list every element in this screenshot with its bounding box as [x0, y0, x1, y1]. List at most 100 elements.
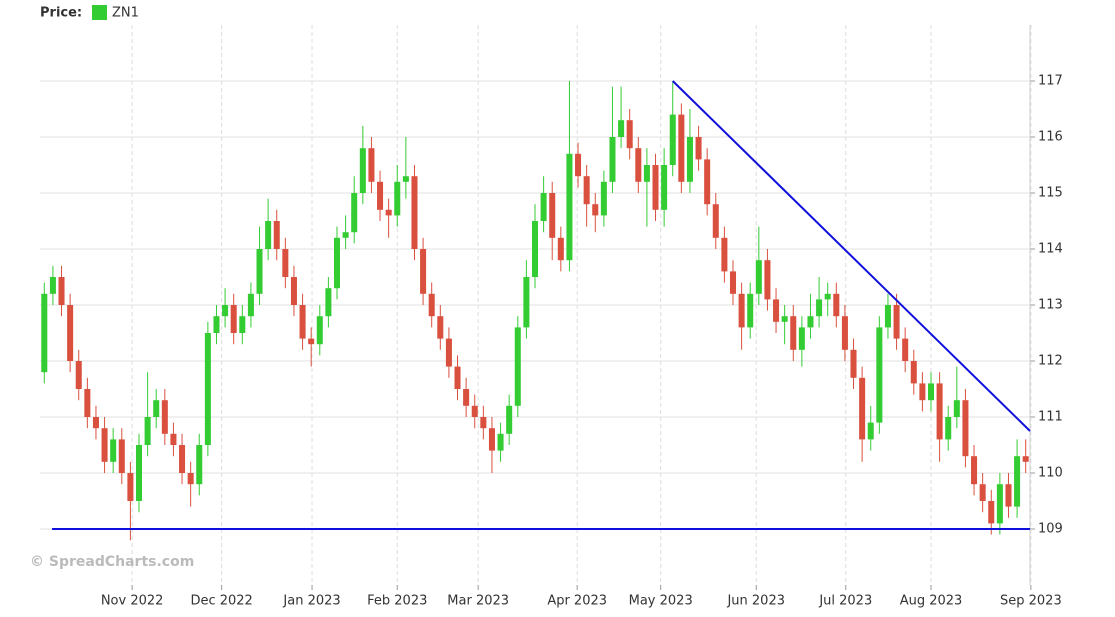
x-tick-label: Feb 2023 [367, 594, 427, 609]
candle-body [445, 338, 452, 367]
candle-body [635, 148, 642, 182]
candle-body [971, 456, 978, 485]
candle-body [204, 333, 211, 445]
candle-body [514, 327, 521, 406]
candle-body [49, 277, 56, 294]
candle-body [394, 181, 401, 216]
candle-body [988, 501, 995, 524]
candle-body [531, 221, 539, 277]
candle-body [566, 153, 573, 261]
candle-body [824, 293, 831, 300]
candle-body [437, 316, 444, 339]
candle-body [359, 148, 366, 193]
candle-body [953, 400, 960, 417]
candle-body [781, 316, 788, 322]
candle-body [1005, 484, 1012, 507]
candle-body [902, 338, 909, 361]
candle-body [213, 316, 220, 333]
candle-body [729, 271, 737, 294]
candle-body [402, 176, 409, 182]
candle-body [652, 165, 659, 210]
candle-body [325, 288, 332, 317]
candle-body [850, 349, 857, 378]
candle-body [230, 305, 237, 333]
candle-body [299, 305, 306, 339]
candle-body [609, 137, 616, 182]
y-tick-label: 115 [1038, 186, 1063, 201]
candle-body [420, 249, 427, 294]
watermark: © SpreadCharts.com [30, 554, 194, 570]
candle-body [428, 293, 435, 317]
candle-body [265, 221, 272, 249]
x-tick-label: Jan 2023 [282, 594, 340, 609]
candle-body [58, 277, 65, 305]
candle-body [618, 120, 625, 137]
candle-body [351, 193, 358, 233]
candle-body [540, 193, 547, 221]
x-tick-label: Apr 2023 [547, 594, 607, 609]
candle-body [600, 181, 607, 216]
candle-body [592, 204, 599, 216]
candle-body [893, 305, 900, 339]
candle-body [678, 114, 685, 182]
x-tick-label: Nov 2022 [101, 594, 164, 609]
candle-body [833, 293, 840, 317]
candle-body [316, 316, 323, 345]
candle-body [411, 176, 418, 249]
candle-body [385, 209, 392, 216]
candle-body [816, 299, 823, 317]
candle-body [841, 316, 848, 350]
x-tick-label: Aug 2023 [900, 594, 963, 609]
candle-body [161, 400, 168, 434]
candle-body [118, 439, 125, 473]
candle-body [273, 221, 280, 249]
x-tick-label: Sep 2023 [1000, 594, 1062, 609]
candle-body [936, 383, 943, 440]
candle-body [179, 445, 186, 473]
candle-body [368, 148, 375, 182]
candle-body [721, 237, 728, 272]
candle-body [497, 433, 504, 451]
candle-body [308, 338, 315, 345]
candle-body [807, 316, 814, 328]
y-tick-label: 109 [1038, 522, 1063, 537]
candle-body [859, 377, 866, 440]
candle-body [747, 293, 754, 328]
candle-body [282, 249, 289, 277]
candle-body [480, 417, 487, 429]
candle-body [575, 153, 582, 177]
candle-body [755, 260, 762, 294]
candle-body [196, 445, 203, 485]
candle-body [41, 293, 48, 373]
trend-line [672, 80, 1031, 432]
candle-body [1022, 456, 1029, 462]
candle-body [256, 249, 263, 294]
candle-body [661, 165, 668, 210]
candle-body [704, 159, 711, 205]
candle-body [790, 316, 797, 350]
x-tick-label: Mar 2023 [447, 594, 509, 609]
candle-body [695, 137, 702, 160]
candle-body [626, 120, 633, 149]
y-tick-label: 117 [1038, 74, 1063, 89]
candle-body [1014, 456, 1021, 507]
candle-body [686, 137, 693, 182]
y-tick-label: 112 [1038, 354, 1063, 369]
candle-body [187, 473, 194, 485]
candle-body [342, 232, 349, 238]
candle-body [127, 473, 134, 501]
candle-body [764, 260, 771, 300]
y-tick-label: 116 [1038, 130, 1063, 145]
candle-body [239, 316, 246, 333]
candle-body [867, 422, 874, 440]
candle-body [290, 277, 297, 305]
x-tick-label: Dec 2022 [190, 594, 252, 609]
candle-body [454, 366, 461, 389]
candle-body [549, 193, 556, 238]
y-tick-label: 111 [1038, 410, 1063, 425]
candle-body [910, 361, 917, 384]
candle-body [962, 400, 969, 457]
candle-body [712, 204, 719, 238]
candle-body [75, 361, 82, 389]
candle-body [222, 305, 229, 317]
